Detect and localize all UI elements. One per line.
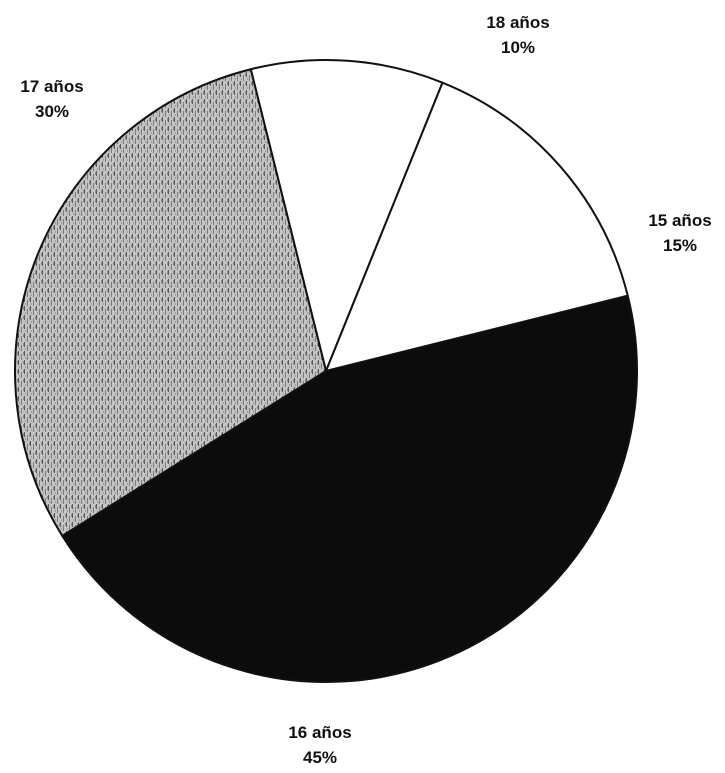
pie-slice-17	[14, 68, 327, 537]
slice-label-15: 15 años	[648, 211, 711, 230]
slice-label-18: 18 años	[486, 13, 549, 32]
pie-slice-15	[325, 81, 629, 372]
slice-value-label-18: 10%	[501, 38, 535, 57]
slice-label-16: 16 años	[288, 723, 351, 742]
slice-label-17: 17 años	[20, 77, 83, 96]
slice-value-label-15: 15%	[663, 236, 697, 255]
slice-value-label-17: 30%	[35, 102, 69, 121]
slice-labels: 18 años 10% 15 años 15% 16 años 45% 17 años 30%	[20, 13, 711, 767]
pie-slice-18	[249, 59, 444, 372]
pie-slice-16	[61, 294, 638, 683]
slice-value-label-16: 45%	[303, 748, 337, 767]
pie-slices	[14, 59, 638, 683]
